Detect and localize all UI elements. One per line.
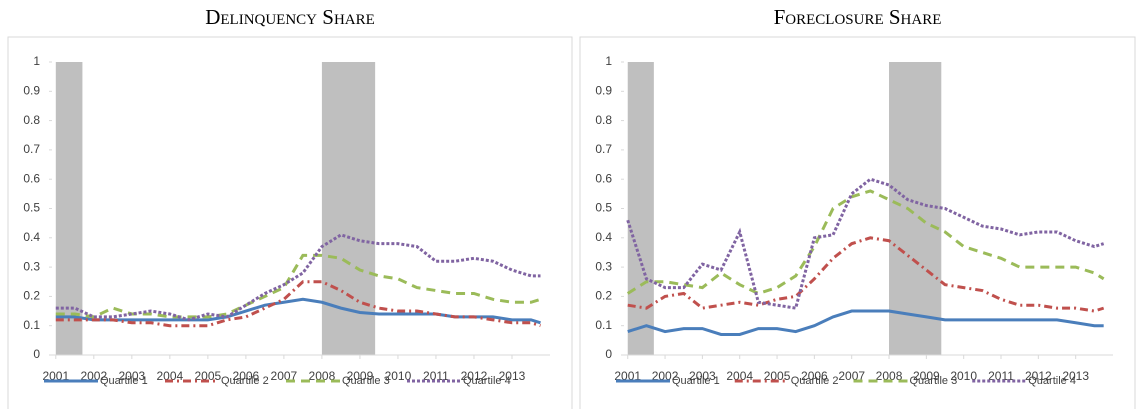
x-tick-label: 2013 xyxy=(1062,369,1089,383)
chart-title: Delinquency Share xyxy=(205,5,375,29)
x-tick-label: 2012 xyxy=(461,369,488,383)
x-tick-label: 2006 xyxy=(801,369,828,383)
x-tick-label: 2010 xyxy=(385,369,412,383)
panel-frame xyxy=(579,36,1136,409)
series-line xyxy=(55,253,541,319)
shaded-period xyxy=(889,62,942,355)
series-line xyxy=(627,236,1105,313)
x-tick-label: 2008 xyxy=(309,369,336,383)
y-tick-label: 1 xyxy=(33,54,40,68)
y-tick-label: 0.4 xyxy=(23,230,40,244)
x-tick-label: 2011 xyxy=(423,369,449,383)
y-tick-label: 0.2 xyxy=(595,289,612,303)
legend-label: Quartile 3 xyxy=(342,375,390,387)
y-tick-label: 0 xyxy=(33,347,40,361)
series-line xyxy=(626,189,1105,296)
y-tick-label: 0.4 xyxy=(595,230,612,244)
series-line xyxy=(55,297,541,325)
y-tick-label: 0.3 xyxy=(595,259,612,273)
x-tick-label: 2009 xyxy=(347,369,374,383)
series-line xyxy=(55,233,541,322)
y-tick-label: 0.3 xyxy=(23,259,40,273)
x-tick-label: 2004 xyxy=(726,369,753,383)
legend-label: Quartile 1 xyxy=(100,375,148,387)
legend-label: Quartile 4 xyxy=(463,375,511,387)
chart-title: Foreclosure Share xyxy=(774,5,942,29)
x-tick-label: 2006 xyxy=(233,369,260,383)
y-tick-label: 1 xyxy=(605,54,612,68)
y-tick-label: 0.5 xyxy=(595,201,612,215)
y-tick-label: 0.5 xyxy=(23,201,40,215)
y-tick-label: 0.1 xyxy=(595,318,612,332)
shaded-period xyxy=(627,62,654,355)
x-tick-label: 2008 xyxy=(876,369,903,383)
y-tick-label: 0 xyxy=(605,347,612,361)
legend-label: Quartile 2 xyxy=(791,375,839,387)
x-tick-label: 2009 xyxy=(913,369,940,383)
y-tick-label: 0.9 xyxy=(595,83,612,97)
y-tick-label: 0.2 xyxy=(23,289,40,303)
x-tick-label: 2011 xyxy=(988,369,1014,383)
x-tick-label: 2013 xyxy=(499,369,526,383)
legend-label: Quartile 3 xyxy=(910,375,958,387)
y-tick-label: 0.8 xyxy=(595,113,612,127)
legend-label: Quartile 1 xyxy=(672,375,720,387)
y-tick-label: 0.8 xyxy=(23,113,40,127)
y-tick-label: 0.6 xyxy=(595,171,612,185)
series-line xyxy=(55,280,541,328)
legend-label: Quartile 2 xyxy=(221,375,269,387)
y-tick-label: 0.7 xyxy=(23,142,40,156)
y-tick-label: 0.1 xyxy=(23,318,40,332)
legend-label: Quartile 4 xyxy=(1028,375,1076,387)
panel-frame xyxy=(7,36,573,409)
shaded-period xyxy=(55,62,83,355)
y-tick-label: 0.9 xyxy=(23,83,40,97)
x-tick-label: 2012 xyxy=(1025,369,1052,383)
x-tick-label: 2010 xyxy=(950,369,977,383)
series-line xyxy=(626,177,1105,310)
x-tick-label: 2004 xyxy=(156,369,183,383)
y-tick-label: 0.7 xyxy=(595,142,612,156)
y-tick-label: 0.6 xyxy=(23,171,40,185)
x-tick-label: 2003 xyxy=(118,369,145,383)
x-tick-label: 2003 xyxy=(689,369,716,383)
series-line xyxy=(627,309,1104,336)
